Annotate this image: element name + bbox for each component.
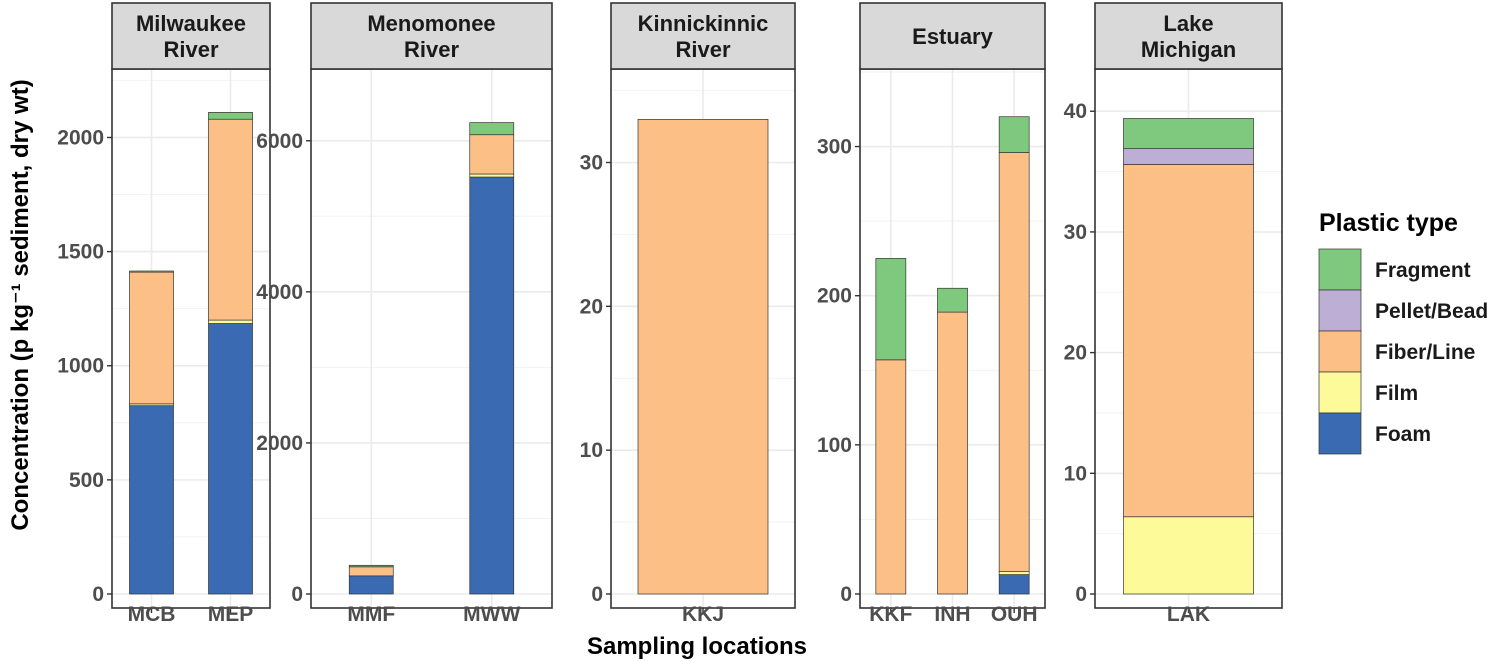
bar-segment-foam-mcb [129, 405, 174, 595]
bar-segment-fiber-line-mep [208, 118, 253, 321]
legend-key-film [1318, 371, 1362, 414]
x-axis-title: Sampling locations [587, 633, 807, 660]
legend-key-pellet-bead [1318, 289, 1362, 332]
facet-strip [310, 2, 553, 70]
y-tick-label: 2000 [57, 126, 104, 149]
x-tick-label: MEP [208, 603, 254, 626]
y-tick-label: 30 [580, 151, 603, 174]
y-tick-label: 100 [817, 434, 852, 457]
bar-segment-foam-mep [208, 323, 253, 595]
facet-strip [859, 2, 1046, 70]
legend-key-fragment [1318, 248, 1362, 291]
bar-segment-fragment-ouh [998, 116, 1030, 153]
bar-segment-fiber-line-kkf [875, 359, 907, 595]
facet-title-line-2: Michigan [1141, 37, 1236, 62]
x-tick-label: OUH [991, 603, 1038, 626]
y-tick-label: 10 [580, 439, 603, 462]
bar-segment-fiber-line-lak [1123, 163, 1254, 518]
x-tick-label: MWW [463, 603, 520, 626]
y-tick-label: 4000 [256, 281, 303, 304]
facet-title-line-2: River [404, 37, 459, 62]
bar-segment-film-ouh [998, 571, 1030, 575]
bar-segment-fragment-mww [469, 122, 515, 136]
y-tick-label: 20 [1064, 342, 1087, 365]
facet-strip [1094, 2, 1283, 70]
facet-title-line-1: Milwaukee [136, 11, 246, 36]
bar-segment-fragment-kkf [875, 258, 907, 361]
bar-segment-fragment-inh [937, 287, 968, 313]
x-tick-label: KKF [869, 603, 912, 626]
legend-label-pellet-bead: Pellet/Bead [1375, 300, 1488, 323]
y-tick-label: 6000 [256, 130, 303, 153]
bar-segment-fiber-line-mcb [129, 271, 174, 405]
y-tick-label: 30 [1064, 221, 1087, 244]
y-tick-label: 0 [291, 583, 303, 606]
y-tick-label: 0 [591, 583, 603, 606]
legend-label-foam: Foam [1375, 423, 1431, 446]
facet-title-line-2: River [163, 37, 218, 62]
bar-segment-fiber-line-mww [469, 134, 515, 175]
legend-title: Plastic type [1319, 209, 1458, 237]
y-tick-label: 20 [580, 295, 603, 318]
x-tick-label: MMF [347, 603, 395, 626]
bar-segment-fiber-line-ouh [998, 152, 1030, 572]
y-tick-label: 10 [1064, 462, 1087, 485]
x-tick-label: INH [934, 603, 970, 626]
x-tick-label: KKJ [682, 603, 724, 626]
y-tick-label: 1500 [57, 241, 104, 264]
bar-segment-fiber-line-kkj [637, 118, 769, 595]
y-tick-label: 500 [69, 469, 104, 492]
y-tick-label: 0 [92, 583, 104, 606]
y-tick-label: 300 [817, 136, 852, 159]
legend-label-fiber-line: Fiber/Line [1375, 341, 1475, 364]
bar-segment-fragment-mmf [348, 564, 394, 568]
bar-segment-foam-mmf [348, 575, 394, 595]
bar-segment-fiber-line-inh [937, 311, 968, 595]
bar-segment-foam-ouh [998, 574, 1030, 595]
facet-title: Estuary [912, 24, 993, 49]
legend-label-fragment: Fragment [1375, 259, 1471, 282]
y-tick-label: 0 [1075, 583, 1087, 606]
bar-segment-pellet-bead-lak [1123, 148, 1254, 165]
bar-segment-fragment-lak [1123, 118, 1254, 150]
bar-segment-film-mep [208, 319, 253, 324]
y-tick-label: 0 [840, 583, 852, 606]
y-tick-label: 200 [817, 285, 852, 308]
facet-title-line-1: Kinnickinnic [638, 11, 769, 36]
x-tick-label: LAK [1167, 603, 1210, 626]
facet-strip [610, 2, 796, 70]
facet-title-line-2: River [675, 37, 730, 62]
x-tick-label: MCB [128, 603, 176, 626]
y-tick-label: 1000 [57, 355, 104, 378]
legend-key-fiber-line [1318, 330, 1362, 373]
panel-background [311, 69, 552, 608]
bar-segment-fragment-mcb [129, 270, 174, 273]
y-tick-label: 2000 [256, 432, 303, 455]
y-tick-label: 40 [1064, 100, 1087, 123]
y-axis-title: Concentration (p kg⁻¹ sediment, dry wt) [7, 79, 34, 530]
legend-key-foam [1318, 412, 1362, 455]
facet-title-line-1: Lake [1163, 11, 1213, 36]
bar-segment-foam-mww [469, 176, 515, 595]
bar-segment-film-lak [1123, 516, 1254, 595]
facet-title-line-1: Menomonee [367, 11, 495, 36]
bar-segment-film-mww [469, 173, 515, 178]
legend-label-film: Film [1375, 382, 1418, 405]
bar-segment-fiber-line-mmf [348, 566, 394, 577]
bar-segment-fragment-mep [208, 112, 253, 120]
facet-strip [111, 2, 271, 70]
